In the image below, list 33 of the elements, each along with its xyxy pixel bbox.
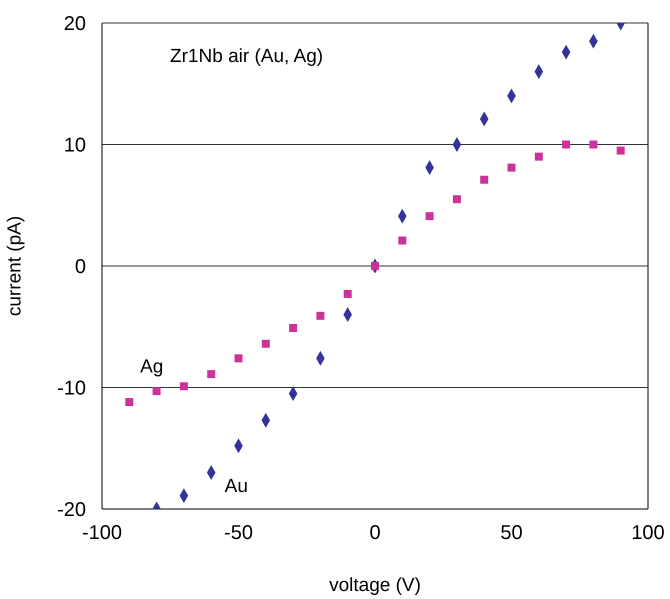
y-tick-label: 10 [64,134,86,157]
point [344,290,352,298]
y-tick-label: 0 [74,256,86,278]
y-axis-title: current (pA) [4,216,26,316]
point [125,398,134,406]
series-label: Au [224,476,248,498]
point [589,140,598,148]
point [152,387,161,396]
point [207,370,216,378]
point [452,195,461,204]
y-tick-label: -20 [57,499,86,522]
x-tick-label: 50 [500,522,523,544]
point [480,176,488,184]
point [316,312,324,320]
x-tick-label: 0 [369,522,381,544]
point [234,354,242,362]
point [562,140,570,148]
point [616,146,625,155]
point [398,236,406,244]
x-axis-title: voltage (V) [329,575,421,596]
text: Zr1Nb air (Au, Ag) [170,46,324,67]
point [426,212,434,220]
point [262,340,270,348]
x-tick-label: -100 [82,522,122,544]
point [508,164,516,172]
x-tick-label: 100 [631,522,665,544]
point [289,324,298,332]
x-tick-label: -50 [224,522,253,544]
y-tick-label: 20 [64,13,86,36]
point [534,152,543,161]
y-tick-label: -10 [57,378,86,400]
series-label: Ag [140,356,164,378]
point [180,382,188,390]
